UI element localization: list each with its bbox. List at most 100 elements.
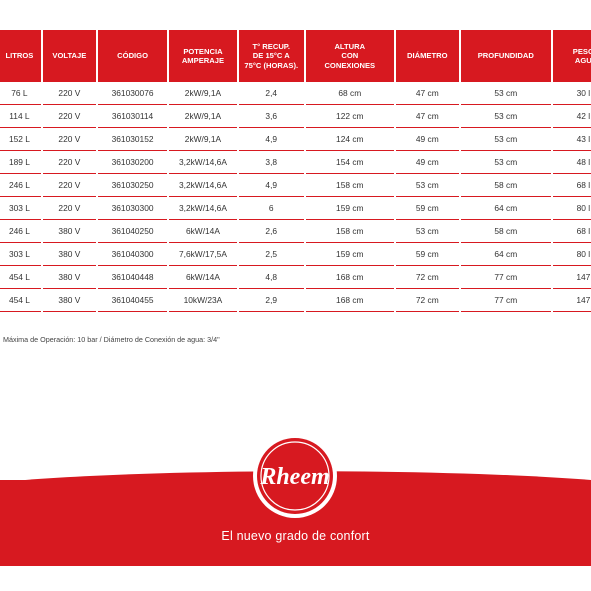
tagline: El nuevo grado de confort xyxy=(221,529,370,543)
column-header: PROFUNDIDAD xyxy=(460,30,551,82)
table-cell: 77 cm xyxy=(460,266,551,289)
table-cell: 6 xyxy=(238,197,304,220)
rheem-logo: Rheem xyxy=(253,434,337,518)
table-cell: 220 V xyxy=(42,105,96,128)
table-cell: 2,9 xyxy=(238,289,304,312)
table-cell: 303 L xyxy=(0,243,41,266)
table-cell: 3,2kW/14,6A xyxy=(169,174,237,197)
table-header-row: LITROS VOLTAJE CÓDIGO POTENCIA AMPERAJE T° R… xyxy=(0,30,591,82)
table-cell: 58 cm xyxy=(460,220,551,243)
table-cell: 159 cm xyxy=(305,243,394,266)
table-cell: 53 cm xyxy=(460,151,551,174)
table-cell: 2,6 xyxy=(238,220,304,243)
table-cell: 47 cm xyxy=(395,82,459,105)
table-cell: 30 l xyxy=(552,82,591,105)
table-cell: 361030152 xyxy=(97,128,168,151)
table-cell: 47 cm xyxy=(395,105,459,128)
table-cell: 361040448 xyxy=(97,266,168,289)
table-cell: 72 cm xyxy=(395,266,459,289)
table-cell: 158 cm xyxy=(305,174,394,197)
table-cell: 53 cm xyxy=(460,82,551,105)
table-cell: 189 L xyxy=(0,151,41,174)
table-row: 454 L 380 V 361040448 6kW/14A 4,8 168 cm 72 cm… xyxy=(0,266,591,289)
table-cell: 220 V xyxy=(42,128,96,151)
table-cell: 246 L xyxy=(0,220,41,243)
table-cell: 43 l xyxy=(552,128,591,151)
table-cell: 80 l xyxy=(552,197,591,220)
table-cell: 361040455 xyxy=(97,289,168,312)
table-cell: 2kW/9,1A xyxy=(169,105,237,128)
column-header: CÓDIGO xyxy=(97,30,168,82)
table-cell: 3,2kW/14,6A xyxy=(169,197,237,220)
table-row: 303 L 380 V 361040300 7,6kW/17,5A 2,5 159 cm 5… xyxy=(0,243,591,266)
table-cell: 53 cm xyxy=(395,174,459,197)
table-cell: 152 L xyxy=(0,128,41,151)
table-cell: 158 cm xyxy=(305,220,394,243)
table-cell: 220 V xyxy=(42,197,96,220)
table-cell: 361030250 xyxy=(97,174,168,197)
table-cell: 80 l xyxy=(552,243,591,266)
table-cell: 4,9 xyxy=(238,128,304,151)
column-header: ALTURA CON CONEXIONES xyxy=(305,30,394,82)
table-row: 76 L 220 V 361030076 2kW/9,1A 2,4 68 cm 47 cm 5… xyxy=(0,82,591,105)
table-cell: 380 V xyxy=(42,220,96,243)
logo-text: Rheem xyxy=(259,464,329,490)
table-cell: 49 cm xyxy=(395,151,459,174)
table-cell: 154 cm xyxy=(305,151,394,174)
table-cell: 122 cm xyxy=(305,105,394,128)
table-cell: 58 cm xyxy=(460,174,551,197)
table-cell: 48 l xyxy=(552,151,591,174)
table-cell: 246 L xyxy=(0,174,41,197)
table-cell: 2,5 xyxy=(238,243,304,266)
table-cell: 124 cm xyxy=(305,128,394,151)
table-cell: 68 cm xyxy=(305,82,394,105)
table-cell: 380 V xyxy=(42,266,96,289)
table-row: 303 L 220 V 361030300 3,2kW/14,6A 6 159 cm 59 … xyxy=(0,197,591,220)
table-cell: 159 cm xyxy=(305,197,394,220)
table-cell: 64 cm xyxy=(460,243,551,266)
table-cell: 77 cm xyxy=(460,289,551,312)
table-cell: 454 L xyxy=(0,289,41,312)
table-cell: 6kW/14A xyxy=(169,266,237,289)
table-row: 189 L 220 V 361030200 3,2kW/14,6A 3,8 154 cm 4… xyxy=(0,151,591,174)
column-header: VOLTAJE xyxy=(42,30,96,82)
table-cell: 59 cm xyxy=(395,243,459,266)
table-row: 246 L 380 V 361040250 6kW/14A 2,6 158 cm 53 cm… xyxy=(0,220,591,243)
table-row: 454 L 380 V 361040455 10kW/23A 2,9 168 cm 72 c… xyxy=(0,289,591,312)
table-cell: 361040300 xyxy=(97,243,168,266)
table-cell: 10kW/23A xyxy=(169,289,237,312)
table-cell: 6kW/14A xyxy=(169,220,237,243)
table-cell: 4,9 xyxy=(238,174,304,197)
table-cell: 53 cm xyxy=(395,220,459,243)
table-cell: 3,6 xyxy=(238,105,304,128)
footnote: Máxima de Operación: 10 bar / Diámetro d… xyxy=(3,335,220,344)
table-cell: 68 l xyxy=(552,220,591,243)
table-cell: 361030200 xyxy=(97,151,168,174)
spec-table-container: LITROS VOLTAJE CÓDIGO POTENCIA AMPERAJE T° R… xyxy=(0,30,591,312)
table-cell: 361030076 xyxy=(97,82,168,105)
table-cell: 2kW/9,1A xyxy=(169,128,237,151)
table-cell: 380 V xyxy=(42,243,96,266)
table-cell: 7,6kW/17,5A xyxy=(169,243,237,266)
table-cell: 72 cm xyxy=(395,289,459,312)
spec-table: LITROS VOLTAJE CÓDIGO POTENCIA AMPERAJE T° R… xyxy=(0,30,591,312)
table-cell: 3,8 xyxy=(238,151,304,174)
table-body: 76 L 220 V 361030076 2kW/9,1A 2,4 68 cm 47 cm 5… xyxy=(0,82,591,312)
table-cell: 2,4 xyxy=(238,82,304,105)
table-cell: 53 cm xyxy=(460,105,551,128)
table-cell: 303 L xyxy=(0,197,41,220)
table-cell: 361030300 xyxy=(97,197,168,220)
table-row: 152 L 220 V 361030152 2kW/9,1A 4,9 124 cm 49 c… xyxy=(0,128,591,151)
table-cell: 68 l xyxy=(552,174,591,197)
table-cell: 49 cm xyxy=(395,128,459,151)
table-cell: 220 V xyxy=(42,174,96,197)
table-cell: 168 cm xyxy=(305,266,394,289)
column-header: PESO AGU xyxy=(552,30,591,82)
table-row: 246 L 220 V 361030250 3,2kW/14,6A 4,9 158 cm 5… xyxy=(0,174,591,197)
table-cell: 168 cm xyxy=(305,289,394,312)
table-cell: 220 V xyxy=(42,151,96,174)
table-cell: 59 cm xyxy=(395,197,459,220)
table-cell: 64 cm xyxy=(460,197,551,220)
table-cell: 53 cm xyxy=(460,128,551,151)
table-cell: 454 L xyxy=(0,266,41,289)
